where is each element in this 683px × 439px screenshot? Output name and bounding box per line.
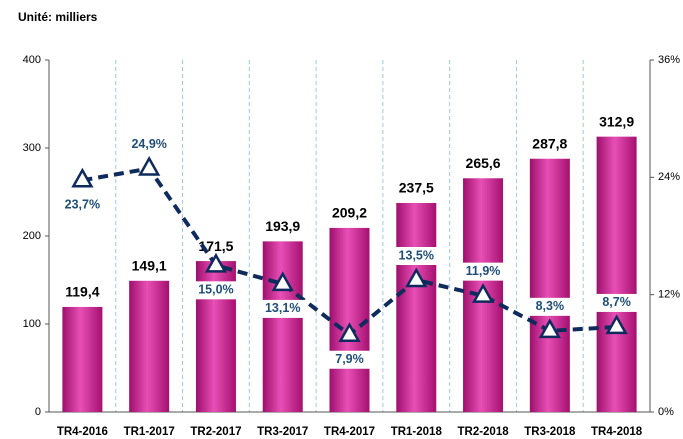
label-box bbox=[593, 293, 640, 312]
subtitle: Unité: milliers bbox=[18, 10, 98, 24]
bar-label: 237,5 bbox=[399, 180, 434, 196]
x-tick-label: TR1-2017 bbox=[124, 426, 175, 438]
bar bbox=[596, 136, 637, 412]
x-tick-label: TR4-2018 bbox=[591, 426, 643, 438]
label-box bbox=[192, 281, 239, 300]
y-tick-label: 200 bbox=[23, 230, 41, 242]
line-marker bbox=[271, 271, 294, 292]
line-marker bbox=[71, 167, 94, 188]
y-tick-label: 0 bbox=[35, 406, 41, 418]
label-box bbox=[259, 299, 306, 318]
line-marker bbox=[405, 267, 428, 288]
y2-tick-label: 12% bbox=[658, 289, 680, 301]
bar bbox=[262, 241, 303, 412]
y-tick-label: 100 bbox=[23, 318, 41, 330]
bar-label: 149,1 bbox=[132, 257, 167, 273]
y2-tick-label: 0% bbox=[658, 406, 674, 418]
line-label: 24,9% bbox=[131, 137, 166, 151]
label-box bbox=[460, 262, 507, 281]
x-tick-label: TR3-2018 bbox=[524, 426, 576, 438]
bar bbox=[129, 280, 170, 412]
bar-label: 265,6 bbox=[466, 155, 501, 171]
x-tick-label: TR1-2018 bbox=[391, 426, 443, 438]
bar bbox=[396, 203, 437, 412]
line-label: 23,7% bbox=[65, 198, 100, 212]
y2-tick-label: 24% bbox=[658, 171, 680, 183]
y-tick-label: 300 bbox=[23, 142, 41, 154]
x-tick-label: TR2-2017 bbox=[190, 426, 241, 438]
bar-label: 209,2 bbox=[332, 205, 367, 221]
line-label: 13,5% bbox=[399, 248, 434, 262]
bar-label: 312,9 bbox=[599, 113, 634, 129]
bar-label: 119,4 bbox=[65, 284, 99, 300]
bar-label: 287,8 bbox=[532, 135, 567, 151]
x-tick-label: TR4-2017 bbox=[324, 426, 375, 438]
x-tick-label: TR4-2016 bbox=[57, 426, 108, 438]
x-tick-label: TR3-2017 bbox=[257, 426, 308, 438]
y2-tick-label: 36% bbox=[658, 54, 680, 66]
bar-label: 193,9 bbox=[265, 218, 300, 234]
line-label: 11,9% bbox=[466, 264, 501, 278]
line-label: 8,3% bbox=[536, 299, 565, 313]
bar bbox=[529, 158, 570, 412]
line-marker bbox=[204, 252, 228, 273]
line-marker bbox=[471, 283, 495, 303]
line-marker bbox=[138, 155, 161, 176]
x-tick-label: TR2-2018 bbox=[457, 426, 509, 438]
line-label: 7,9% bbox=[335, 352, 364, 366]
label-box bbox=[326, 350, 373, 369]
line-label: 8,7% bbox=[602, 295, 631, 309]
label-box bbox=[59, 196, 106, 215]
bar bbox=[62, 306, 103, 412]
y-tick-label: 400 bbox=[23, 54, 41, 66]
line-label: 13,1% bbox=[265, 301, 300, 315]
bar bbox=[329, 227, 370, 412]
label-box bbox=[126, 135, 173, 154]
label-box bbox=[393, 247, 440, 265]
label-box bbox=[526, 297, 573, 316]
line-marker bbox=[605, 314, 628, 335]
line-marker bbox=[338, 322, 361, 343]
line-marker bbox=[538, 318, 561, 339]
line-label: 15,0% bbox=[198, 283, 233, 297]
